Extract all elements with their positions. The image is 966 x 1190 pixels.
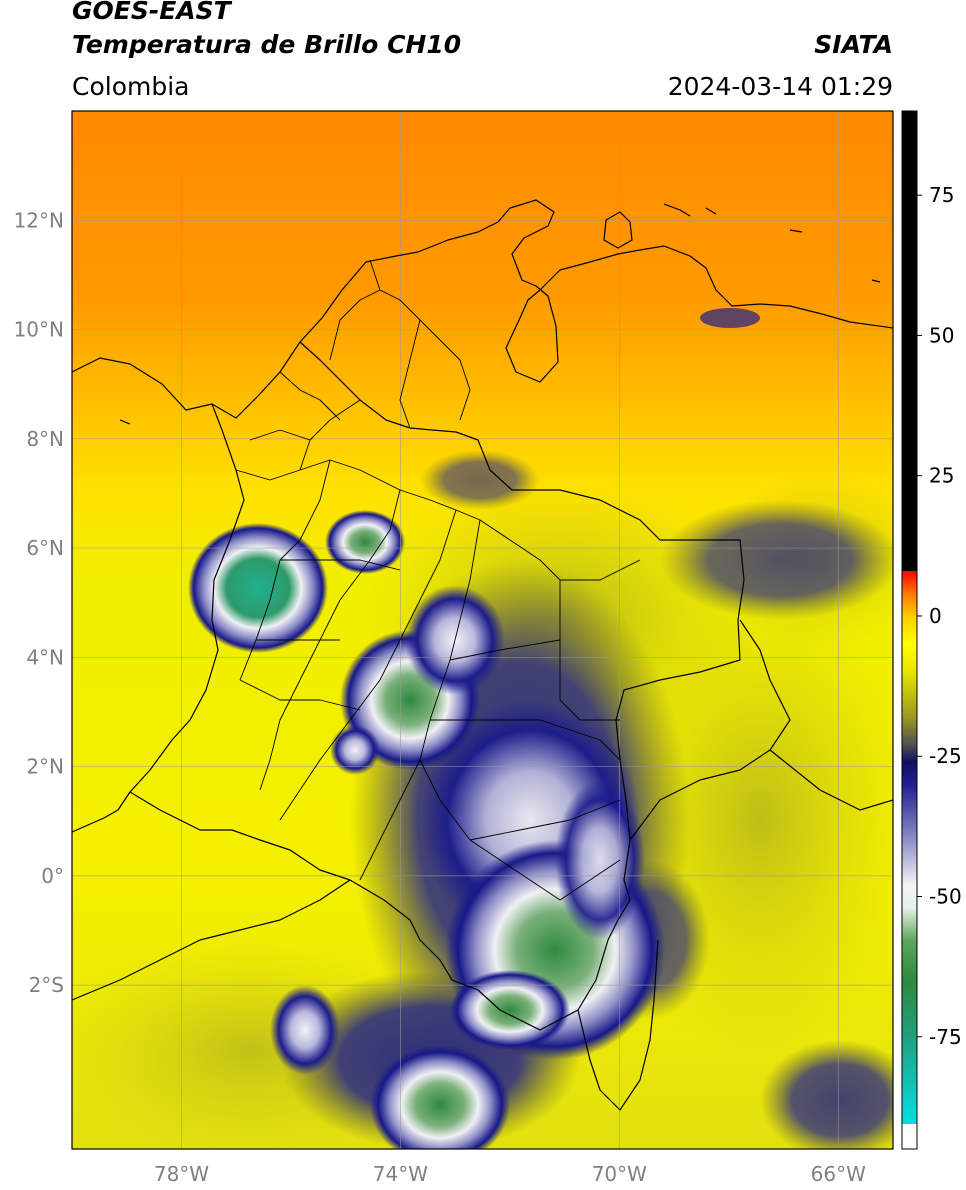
colorbar-tick-label: 50: [929, 323, 954, 347]
pacific-coastline: [72, 403, 245, 833]
agency-label: SIATA: [814, 30, 893, 59]
lat-tick-label: 8°N: [26, 427, 64, 451]
lat-tick-label: 2°S: [29, 973, 64, 997]
department-lines: [235, 259, 641, 901]
lon-tick-label: 70°W: [592, 1162, 647, 1186]
colorbar-tick-label: -50: [929, 885, 962, 909]
lat-tick-label: 0°: [41, 864, 64, 888]
lat-tick-label: 12°N: [14, 208, 64, 232]
lat-tick-label: 2°N: [26, 755, 64, 779]
lat-tick-label: 10°N: [14, 318, 64, 342]
colorbar: [901, 110, 918, 1150]
lon-tick-label: 74°W: [373, 1162, 428, 1186]
peru-brazil-border: [577, 939, 659, 1111]
datetime-label: 2024-03-14 01:29: [667, 72, 893, 101]
lon-tick-label: 78°W: [154, 1162, 209, 1186]
colorbar-ticks: 75 50 25 0 -25 -50 -75: [917, 183, 962, 1049]
peru-ecuador-border: [72, 879, 351, 1001]
latitude-ticks: 12°N 10°N 8°N 6°N 4°N 2°N 0° 2°S: [14, 208, 64, 997]
graticule: [72, 111, 893, 1149]
coastline-borders: [72, 199, 893, 1111]
colorbar-tick-label: -25: [929, 744, 962, 768]
caribbean-islands: [119, 203, 881, 425]
region-label: Colombia: [72, 72, 190, 101]
colorbar-tick-label: 75: [929, 183, 954, 207]
brightness-temperature-field: [72, 111, 893, 1149]
colorbar-tick-label: 25: [929, 464, 954, 488]
satellite-title: GOES-EAST: [72, 0, 231, 25]
lon-tick-label: 66°W: [811, 1162, 866, 1186]
colorbar-tick-label: 0: [929, 604, 942, 628]
lat-tick-label: 4°N: [26, 645, 64, 669]
venezuela-guyana: [769, 749, 893, 811]
paraguana: [603, 211, 633, 249]
lat-tick-label: 6°N: [26, 536, 64, 560]
colorbar-tick-label: -75: [929, 1025, 962, 1049]
longitude-ticks: 78°W 74°W 70°W 66°W: [154, 1162, 866, 1186]
map-frame: [71, 110, 894, 1150]
product-title: Temperatura de Brillo CH10: [72, 30, 462, 59]
